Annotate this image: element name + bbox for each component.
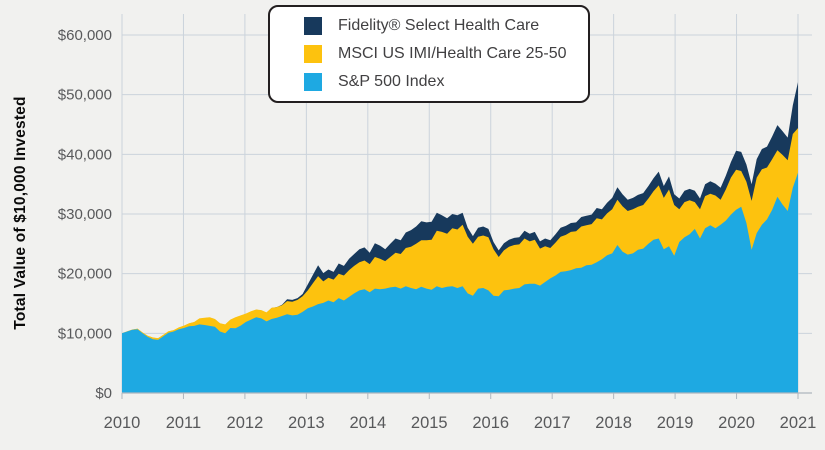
x-tick-label: 2011 [166, 414, 201, 432]
legend-item-sp500: S&P 500 Index [304, 68, 578, 96]
x-tick-label: 2020 [718, 414, 755, 432]
x-tick-label: 2017 [534, 414, 571, 432]
legend-item-fidelity: Fidelity® Select Health Care [304, 12, 578, 40]
x-tick-label: 2018 [595, 414, 632, 432]
legend-item-msci: MSCI US IMI/Health Care 25-50 [304, 40, 578, 68]
x-tick-label: 2016 [472, 414, 509, 432]
legend: Fidelity® Select Health Care MSCI US IMI… [268, 5, 590, 103]
y-tick-label: $30,000 [58, 206, 112, 223]
y-tick-label: $40,000 [58, 146, 112, 163]
x-tick-label: 2013 [288, 414, 325, 432]
y-tick-label: $50,000 [58, 87, 112, 104]
x-tick-label: 2014 [349, 414, 386, 432]
x-tick-label: 2010 [104, 414, 141, 432]
legend-swatch-fidelity [304, 17, 322, 35]
y-tick-label: $10,000 [58, 325, 112, 342]
legend-swatch-sp500 [304, 73, 322, 91]
legend-label-sp500: S&P 500 Index [338, 73, 445, 90]
x-tick-label: 2015 [411, 414, 448, 432]
legend-label-fidelity: Fidelity® Select Health Care [338, 17, 540, 34]
y-tick-label: $60,000 [58, 27, 112, 44]
x-tick-label: 2012 [227, 414, 264, 432]
legend-swatch-msci [304, 45, 322, 63]
y-tick-label: $0 [95, 385, 112, 402]
area-sp500-index [122, 172, 798, 393]
legend-label-msci: MSCI US IMI/Health Care 25-50 [338, 45, 567, 62]
x-tick-label: 2019 [657, 414, 694, 432]
x-tick-label: 2021 [780, 414, 817, 432]
y-tick-label: $20,000 [58, 266, 112, 283]
y-axis-title: Total Value of $10,000 Invested [12, 96, 29, 330]
